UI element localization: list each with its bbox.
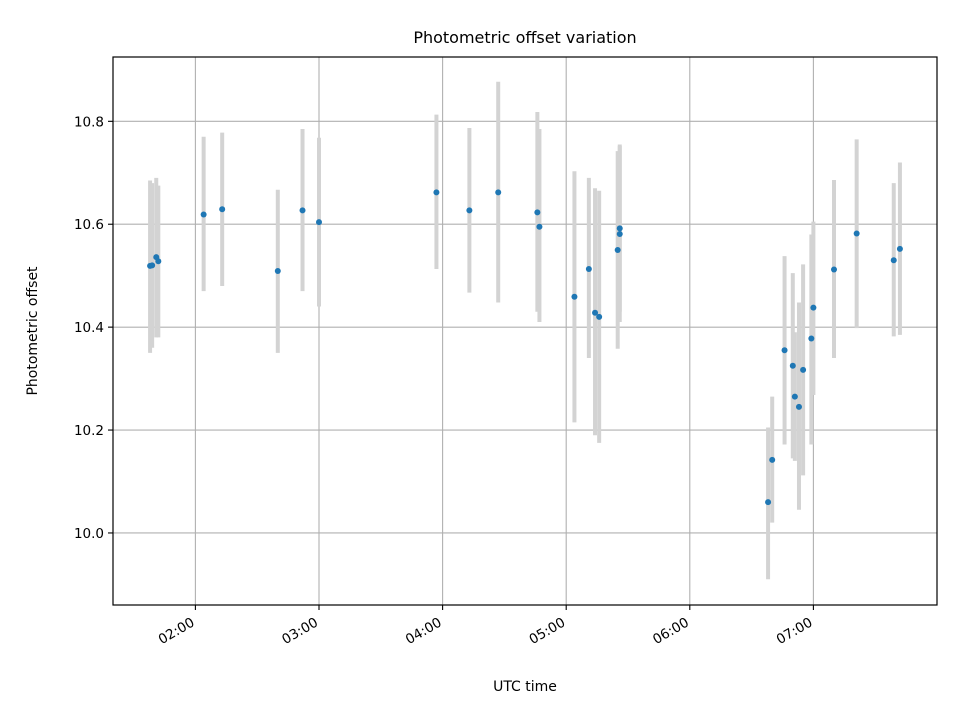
data-points: [147, 189, 903, 506]
data-point: [781, 347, 788, 354]
data-point: [200, 211, 207, 218]
axes-frame: [112, 56, 938, 606]
data-point: [433, 189, 440, 196]
data-point: [155, 258, 162, 265]
data-point: [585, 265, 592, 272]
chart-title: Photometric offset variation: [413, 28, 636, 47]
data-point: [571, 293, 578, 300]
data-point: [299, 207, 306, 214]
y-tick-label: 10.2: [74, 423, 104, 439]
data-point: [536, 223, 543, 230]
data-point: [808, 335, 815, 342]
data-point: [616, 231, 623, 238]
data-point: [800, 366, 807, 373]
data-point: [890, 257, 897, 264]
data-point: [853, 230, 860, 237]
data-point: [219, 206, 226, 213]
x-axis-label: UTC time: [493, 679, 557, 695]
data-point: [614, 246, 621, 253]
y-axis-ticks: 10.0 10.2 10.4 10.6 10.8: [74, 114, 113, 542]
y-axis-label: Photometric offset: [25, 266, 41, 396]
y-tick-label: 10.8: [74, 114, 104, 130]
data-point: [592, 309, 599, 316]
y-tick-label: 10.6: [74, 217, 104, 233]
data-point: [149, 262, 156, 269]
data-point: [831, 266, 837, 273]
data-point: [810, 304, 817, 311]
data-point: [795, 403, 802, 410]
y-tick-label: 10.4: [74, 320, 104, 336]
data-point: [616, 225, 623, 232]
data-point: [769, 456, 776, 463]
data-point: [495, 189, 502, 196]
data-point: [316, 219, 322, 226]
data-point: [534, 209, 541, 216]
data-point: [896, 245, 903, 252]
data-point: [274, 268, 281, 275]
data-point: [789, 362, 796, 369]
data-point: [765, 499, 772, 506]
data-point: [596, 313, 603, 320]
data-point: [466, 207, 473, 214]
data-point: [791, 393, 798, 400]
y-tick-label: 10.0: [74, 526, 104, 542]
